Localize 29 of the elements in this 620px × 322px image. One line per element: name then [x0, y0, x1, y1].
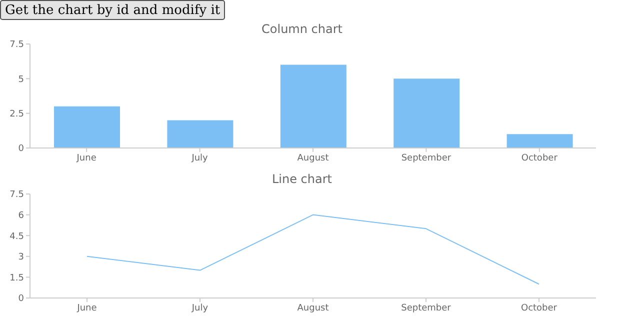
x-tick-label: September: [401, 303, 452, 314]
chart-title: Column chart: [260, 21, 344, 38]
y-tick-label: 6: [18, 210, 24, 221]
x-tick-label: October: [520, 303, 558, 314]
y-tick-label: 5: [18, 74, 24, 85]
y-tick-label: 4.5: [10, 232, 24, 242]
x-tick-label: July: [190, 303, 209, 314]
x-tick-label: June: [76, 153, 97, 164]
text: Get the chart by id and modify it: [0, 0, 226, 20]
y-tick-label: 7.5: [10, 190, 24, 200]
y-tick-label: 7.5: [10, 40, 24, 50]
bar: [280, 64, 346, 148]
x-tick-label: June: [76, 303, 98, 314]
x-tick-label: September: [401, 153, 452, 164]
bar: [394, 78, 460, 148]
x-tick-label: July: [190, 153, 209, 164]
line-series: [86, 214, 540, 285]
y-tick-label: 0: [18, 144, 24, 154]
y-tick-label: 1.5: [10, 273, 24, 284]
bar: [506, 134, 573, 148]
x-tick-label: August: [297, 153, 330, 164]
bar: [54, 106, 120, 148]
y-tick-label: 3: [18, 252, 24, 263]
bar: [167, 120, 234, 148]
chart-title: Line chart: [270, 171, 334, 188]
x-tick-label: October: [521, 153, 558, 164]
x-tick-label: August: [297, 303, 330, 314]
y-tick-label: 2.5: [10, 110, 24, 120]
y-tick-label: 0: [18, 294, 24, 304]
